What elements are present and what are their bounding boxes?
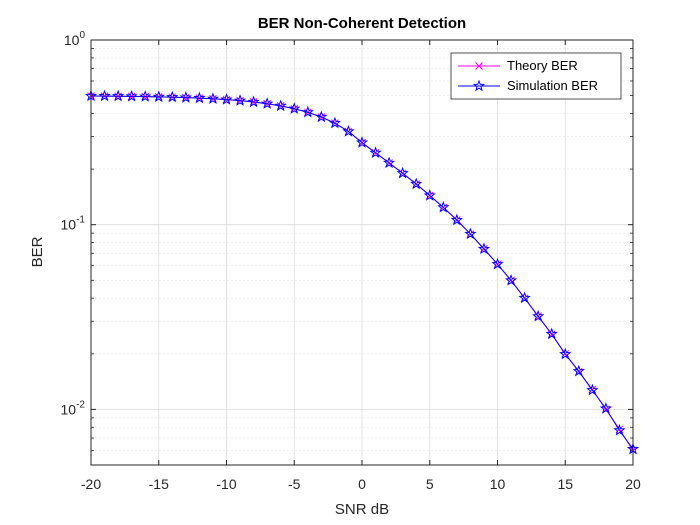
simulation-point (423, 189, 436, 201)
simulation-point (328, 116, 342, 129)
x-tick-label: -15 (149, 476, 169, 492)
y-tick-label: 10-1 (61, 215, 86, 233)
x-tick-label: 0 (358, 476, 366, 492)
simulation-point (586, 383, 599, 396)
legend: Theory BER Simulation BER (450, 52, 622, 100)
simulation-point (396, 166, 409, 179)
legend-simulation-star (472, 79, 486, 92)
legend-theory-label: Theory BER (507, 58, 578, 73)
y-tick-label: 10-2 (61, 399, 86, 417)
x-tick-label: 20 (625, 476, 641, 492)
legend-theory-x (475, 62, 483, 70)
series-layer (84, 89, 640, 455)
simulation-point (139, 90, 152, 102)
simulation-point (410, 177, 423, 190)
simulation-point (125, 89, 138, 102)
simulation-point (477, 242, 491, 255)
simulation-point (315, 110, 328, 123)
simulation-point (504, 274, 518, 286)
x-tick-label: 15 (557, 476, 573, 492)
simulation-point (355, 136, 369, 148)
simulation-point (491, 257, 504, 270)
chart-title: BER Non-Coherent Detection (258, 15, 466, 32)
x-axis-label: SNR dB (335, 501, 389, 518)
simulation-point (464, 227, 477, 240)
series-simulation (84, 89, 640, 455)
x-tick-label: -10 (216, 476, 236, 492)
y-tick-label-base: 10 (61, 217, 77, 233)
x-tick-labels: -20 -15 -10 -5 0 5 10 15 20 (81, 476, 641, 492)
simulation-point (152, 90, 165, 103)
simulation-point (599, 402, 613, 414)
simulation-point (288, 102, 301, 114)
y-tick-label-exponent: -1 (76, 215, 85, 226)
x-tick-label: -20 (81, 476, 101, 492)
x-tick-label: 10 (490, 476, 506, 492)
simulation-point (369, 146, 382, 159)
y-tick-label-base: 10 (64, 32, 80, 48)
simulation-point (450, 213, 463, 226)
simulation-point (247, 95, 260, 108)
simulation-point (572, 364, 585, 377)
simulation-point (301, 105, 314, 118)
simulation-point (220, 93, 233, 105)
y-axis-label: BER (29, 236, 46, 267)
legend-simulation-label: Simulation BER (507, 78, 598, 93)
simulation-point (342, 125, 355, 137)
y-tick-label-base: 10 (61, 401, 77, 417)
simulation-point (261, 97, 274, 109)
simulation-point (166, 90, 179, 103)
simulation-point (193, 91, 206, 104)
simulation-point (206, 92, 220, 104)
x-tick-label: -5 (288, 476, 301, 492)
simulation-point (233, 94, 247, 106)
simulation-point (98, 89, 111, 102)
simulation-point (532, 309, 545, 322)
legend-box (450, 52, 622, 100)
simulation-point (437, 200, 450, 213)
simulation-point (545, 327, 558, 340)
simulation-line (90, 95, 634, 450)
x-tick-label: 5 (426, 476, 434, 492)
simulation-point (518, 291, 531, 304)
legend-theory-marker (475, 62, 483, 70)
legend-simulation-marker (472, 79, 486, 92)
simulation-point (382, 156, 396, 169)
simulation-point (274, 99, 287, 112)
simulation-point (559, 347, 572, 360)
y-tick-label-exponent: 0 (79, 30, 85, 41)
y-tick-label: 100 (64, 30, 86, 48)
y-tick-label-exponent: -2 (76, 399, 85, 410)
simulation-point (111, 89, 125, 102)
axis-ticks (90, 39, 634, 466)
simulation-point (179, 91, 192, 103)
simulation-point (613, 423, 626, 436)
